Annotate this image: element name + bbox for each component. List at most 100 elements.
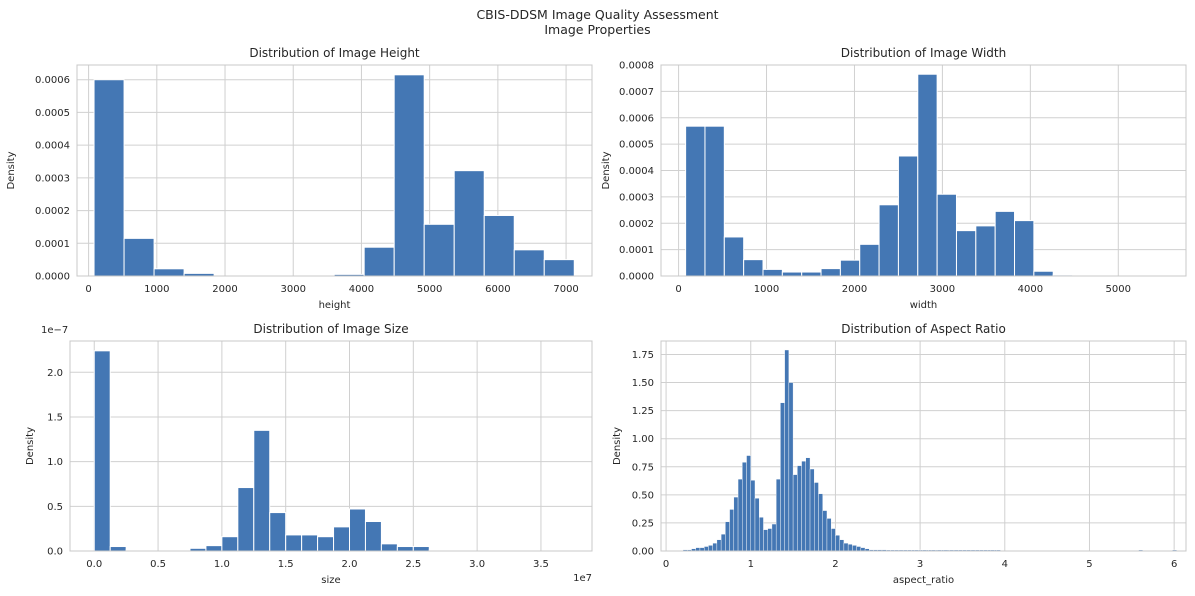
x-tick-label: 0 [663,559,669,570]
histogram-bar [814,482,819,552]
histogram-bar [746,455,751,552]
y-tick-label: 0.0001 [619,245,654,256]
histogram-bar [878,204,899,277]
histogram-bar [723,236,745,277]
histogram-bar [788,382,794,552]
y-axis-label: Density [601,151,612,189]
histogram-bar [423,223,455,277]
x-axis-label: width [910,300,938,311]
histogram-bar [809,468,815,552]
y-tick-label: 0.0002 [619,219,654,230]
histogram-bar [784,349,790,552]
histogram-bar [805,457,811,552]
histogram-bar [780,402,785,552]
histogram-bar [733,496,739,552]
chart-panel-2: 0 1000 2000 3000 4000 5000 0.0000 0.0001 0.0002 0… [601,46,1187,311]
histogram-bar [742,462,747,552]
histogram-bar [380,543,398,552]
y-axis-label: Density [6,151,17,189]
y-tick-label: 1.0 [47,457,63,468]
histogram-bar [153,268,185,277]
histogram-bar [685,125,706,277]
histogram-bar [818,493,823,552]
histogram-bar [704,125,725,277]
x-tick-label: 2 [832,559,838,570]
histogram-bar [781,271,803,277]
x-tick-label: 1.0 [214,559,230,570]
histogram-bar [936,193,957,277]
histogram-bar [393,74,425,277]
x-tick-label: 6000 [485,284,510,295]
histogram-bar [93,350,111,552]
y-tick-label: 1.25 [632,406,654,417]
histogram-bar [801,271,822,277]
histogram-bar [708,545,713,552]
y-tick-label: 0.50 [632,490,654,501]
histogram-bar [695,547,701,552]
histogram-bar [123,237,155,277]
histogram-bar [771,523,777,552]
y-scale-label: 1e−7 [41,325,68,336]
plot-frame [660,64,1187,277]
histogram-bar [762,268,783,277]
histogram-bar [839,259,861,277]
histogram-bar [412,546,430,552]
histogram-bar [543,259,575,277]
histogram-bar [775,478,781,552]
histogram-bar [955,230,977,277]
histogram-bar [483,214,515,277]
x-tick-label: 4000 [1018,284,1043,295]
y-tick-label: 0.0000 [35,272,70,283]
y-tick-label: 0.0003 [619,192,654,203]
x-tick-label: 1000 [144,284,169,295]
histogram-bar [839,539,845,552]
histogram-bar [797,465,802,552]
x-tick-label: 2000 [842,284,867,295]
histogram-bar [93,79,125,277]
chart-title: Distribution of Aspect Ratio [841,322,1006,336]
x-axis-label: height [319,300,351,311]
histogram-bar [750,480,756,552]
histogram-bar [763,529,768,552]
x-tick-label: 3.0 [469,559,485,570]
histogram-bar [856,546,862,552]
x-tick-label: 3.5 [533,559,549,570]
histogram-bar [917,73,938,277]
y-tick-label: 0.75 [632,462,654,473]
y-tick-label: 0.0006 [619,113,654,124]
histogram-bar [109,546,127,552]
histogram-bar [253,429,271,552]
x-tick-label: 5000 [1106,284,1131,295]
x-tick-label: 0 [85,284,91,295]
histogram-bar [396,546,414,552]
y-tick-label: 2.0 [47,368,63,379]
chart-panel-4: 0 1 2 3 4 5 6 0.00 0.25 0.50 0.75 1.00 1.25 1.50 1.75 D… [612,322,1187,586]
y-tick-label: 0.0005 [619,140,654,151]
x-tick-label: 4000 [349,284,374,295]
chart-panel-1: 0 1000 2000 3000 4000 5000 6000 7000 0.0000 0.000… [6,46,593,311]
histogram-bar [720,533,726,552]
y-tick-label: 0.25 [632,518,654,529]
histogram-bar [826,518,832,552]
histogram-bar [820,268,841,277]
histogram-bar [835,535,840,552]
y-tick-label: 0.0 [47,547,63,558]
x-tick-label: 1000 [754,284,779,295]
histogram-bar [743,259,764,277]
histogram-bar [363,246,395,277]
histogram-bar [703,546,709,552]
y-tick-label: 1.00 [632,434,654,445]
y-tick-label: 0.0001 [35,239,70,250]
y-tick-label: 0.0000 [619,272,654,283]
histogram-bar [822,510,828,552]
histogram-bar [1033,270,1054,277]
chart-title: Distribution of Image Width [841,46,1006,60]
histogram-bar [729,509,735,552]
figure-title: CBIS-DDSM Image Quality Assessment [476,7,719,22]
histogram-bar [852,545,857,552]
plot-frame [69,340,593,552]
y-tick-label: 0.0004 [35,141,70,152]
histogram-bar [285,534,303,552]
x-tick-label: 1.5 [278,559,294,570]
x-tick-label: 7000 [553,284,578,295]
